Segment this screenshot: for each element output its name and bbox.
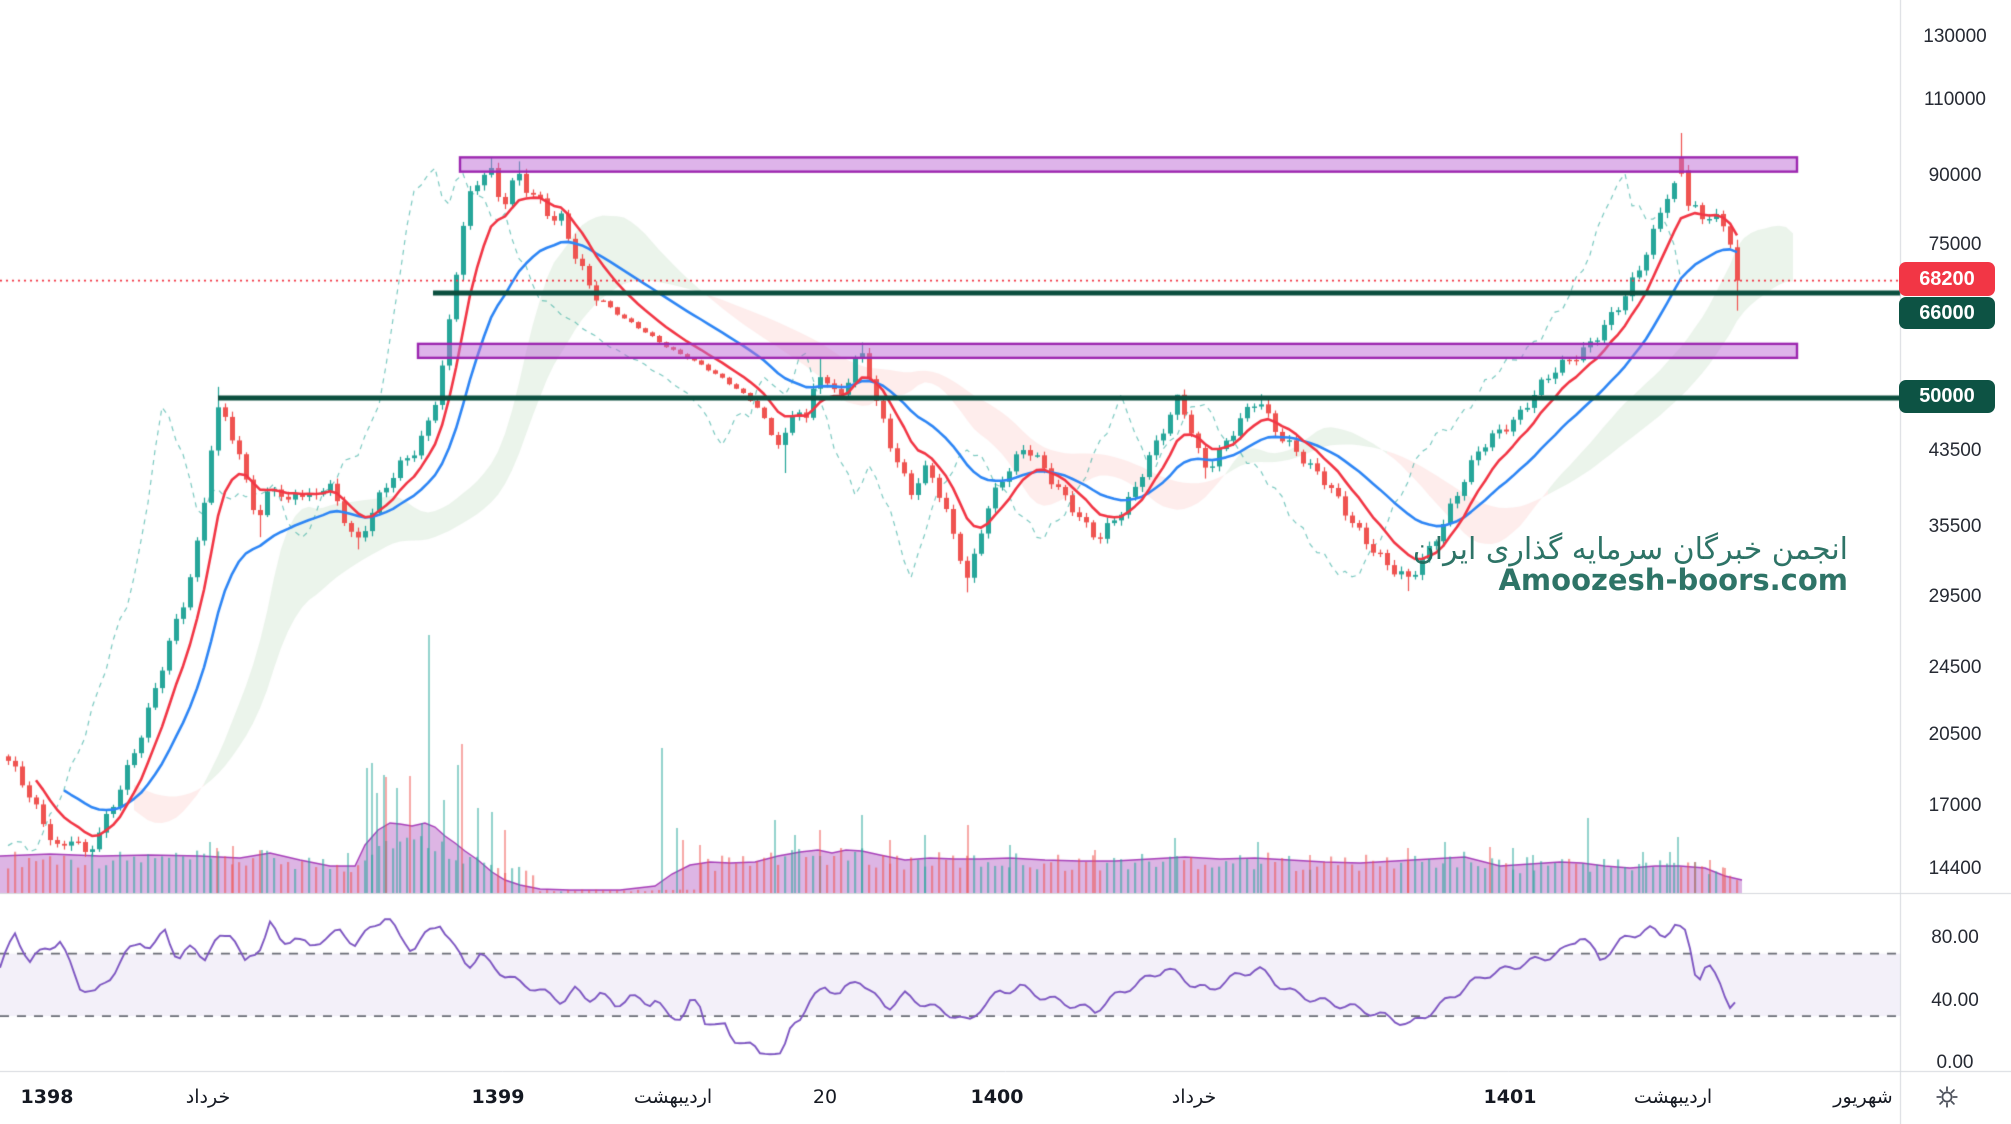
price-tick-label: 29500	[1928, 586, 1982, 608]
price-tick-label: 35500	[1928, 516, 1982, 538]
level-price-badge: 50000	[1899, 380, 1995, 413]
time-tick-label: 1398	[20, 1086, 74, 1108]
rsi-tick-label: 40.00	[1931, 989, 1979, 1011]
rsi-tick-label: 80.00	[1931, 927, 1979, 948]
rsi-tick-label: 0.00	[1936, 1052, 1974, 1073]
watermark-line-latin: Amoozesh-boors.com	[1498, 563, 1848, 597]
last-price-badge: 68200	[1899, 262, 1995, 296]
price-tick-label: 24500	[1928, 656, 1982, 678]
price-tick-label: 130000	[1923, 25, 1987, 47]
time-tick-label: 1400	[970, 1086, 1024, 1108]
time-tick-label: خرداد	[1171, 1086, 1217, 1108]
time-tick-label: اردیبهشت	[633, 1086, 713, 1108]
time-tick-label: اردیبهشت	[1633, 1086, 1713, 1108]
price-tick-label: 90000	[1928, 164, 1982, 186]
settings-gear-icon[interactable]	[1934, 1084, 1960, 1110]
price-tick-label: 75000	[1928, 233, 1982, 255]
time-tick-label: 1399	[471, 1086, 525, 1108]
price-tick-label: 14400	[1928, 857, 1982, 879]
price-tick-label: 110000	[1924, 88, 1986, 110]
time-tick-label: خرداد	[185, 1086, 231, 1108]
price-tick-label: 43500	[1928, 439, 1982, 461]
time-tick-label: 20	[812, 1086, 838, 1108]
time-tick-label: 1401	[1483, 1086, 1537, 1108]
watermark-line-persian: انجمن خبرگان سرمایه گذاری ایران	[1412, 532, 1848, 567]
price-tick-label: 20500	[1928, 724, 1982, 746]
level-price-badge: 66000	[1899, 297, 1995, 329]
time-tick-label: شهریور	[1833, 1086, 1893, 1108]
price-tick-label: 17000	[1928, 794, 1982, 816]
